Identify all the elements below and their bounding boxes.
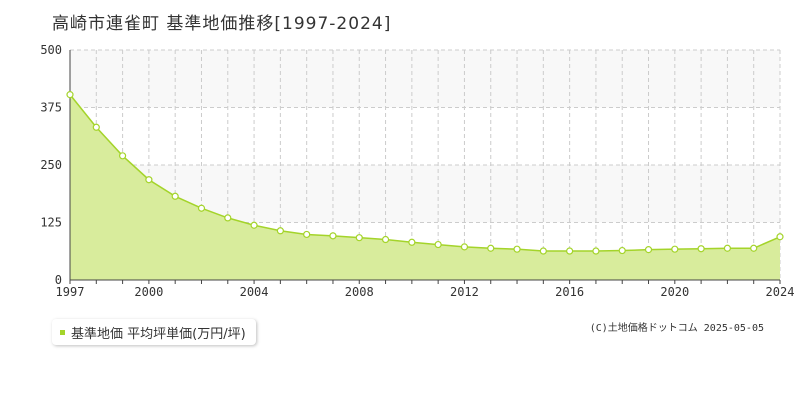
data-point xyxy=(197,204,206,212)
axes xyxy=(69,50,781,284)
data-point xyxy=(408,238,416,246)
data-point xyxy=(276,227,284,235)
x-tick-label: 2016 xyxy=(555,285,584,299)
y-band xyxy=(70,50,780,108)
data-point xyxy=(644,246,653,254)
data-point xyxy=(66,91,74,99)
data-point xyxy=(513,245,521,253)
data-point xyxy=(723,244,732,252)
data-point xyxy=(303,230,311,239)
data-point xyxy=(460,243,469,251)
y-tick-label: 0 xyxy=(55,273,62,287)
data-point xyxy=(487,244,495,252)
legend: 基準地価 平均坪単価(万円/坪) xyxy=(52,319,256,345)
chart-title: 高崎市連雀町 基準地価推移[1997-2024] xyxy=(52,14,392,34)
data-point xyxy=(566,247,574,255)
data-point xyxy=(592,247,600,255)
area-fill xyxy=(70,94,780,281)
data-point xyxy=(434,240,442,249)
x-tick-labels: 1997 2000 2004 2008 2012 2016 2020 2024 xyxy=(56,285,795,299)
data-point xyxy=(697,245,705,253)
data-point xyxy=(118,152,127,160)
legend-label: 基準地価 平均坪単価(万円/坪) xyxy=(71,326,246,342)
data-point xyxy=(250,221,258,229)
data-point xyxy=(750,244,758,252)
x-tick-label: 2004 xyxy=(240,285,269,299)
data-point xyxy=(381,235,390,244)
data-point xyxy=(776,233,784,241)
data-point xyxy=(355,234,363,242)
data-point xyxy=(539,247,547,255)
data-point xyxy=(329,232,337,240)
data-points xyxy=(66,91,784,255)
copyright: (C)土地価格ドットコム 2025-05-05 xyxy=(589,323,764,334)
data-point xyxy=(171,192,179,200)
x-tick-label: 2020 xyxy=(660,285,689,299)
y-tick-label: 250 xyxy=(40,158,62,172)
data-point xyxy=(618,246,626,255)
series-line xyxy=(69,94,781,252)
y-tick-label: 500 xyxy=(40,43,62,57)
x-tick-label: 2008 xyxy=(345,285,374,299)
x-tick-label: 2000 xyxy=(134,285,163,299)
x-tick-label: 1997 xyxy=(56,285,85,299)
legend-marker xyxy=(60,329,65,335)
y-tick-labels: 0 125 250 375 500 xyxy=(40,43,62,287)
data-point xyxy=(671,245,679,253)
data-point xyxy=(224,214,232,222)
data-point xyxy=(145,176,153,184)
x-tick-label: 2024 xyxy=(766,285,795,299)
y-tick-label: 375 xyxy=(40,101,62,115)
y-tick-label: 125 xyxy=(40,216,62,230)
x-tick-label: 2012 xyxy=(450,285,479,299)
data-point xyxy=(92,123,100,131)
